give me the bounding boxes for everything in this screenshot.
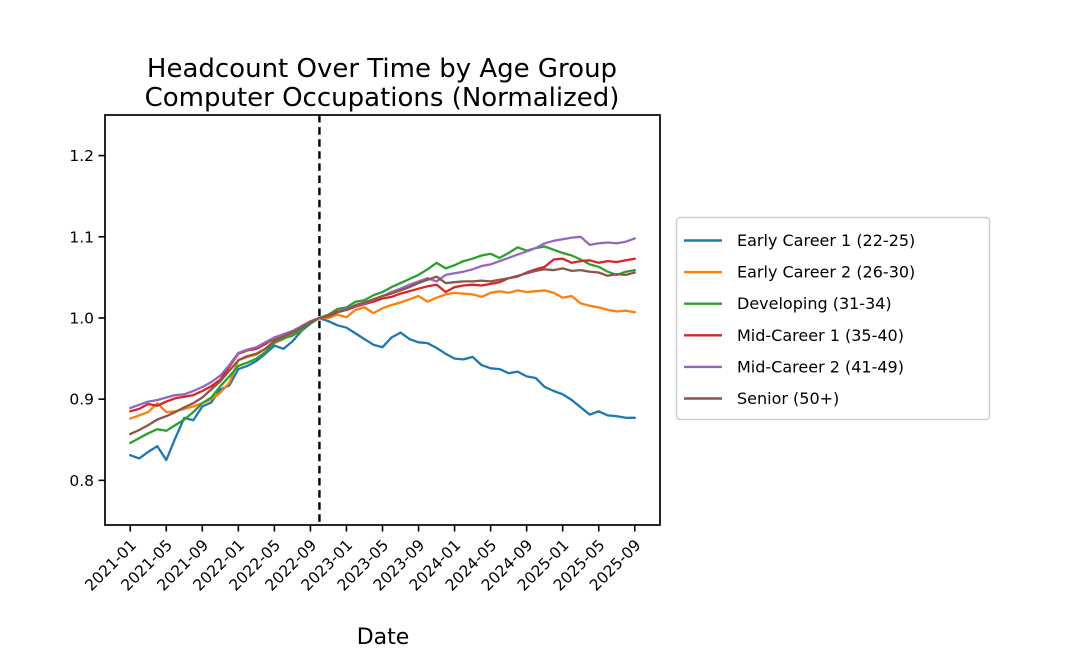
y-tick-label: 0.8 bbox=[69, 472, 94, 490]
series-line-mid-career-1-35-40 bbox=[129, 257, 636, 413]
legend-label-developing-31-34: Developing (31-34) bbox=[737, 294, 892, 313]
legend-label-early-career-2-26-30: Early Career 2 (26-30) bbox=[737, 263, 915, 282]
y-tick-label: 1.1 bbox=[69, 228, 94, 246]
y-tick-label: 0.9 bbox=[69, 391, 94, 409]
legend-box bbox=[675, 216, 991, 421]
legend-label-senior-50: Senior (50+) bbox=[737, 389, 839, 408]
chart-title-line2: Computer Occupations (Normalized) bbox=[145, 83, 620, 113]
series-line-senior-50 bbox=[129, 267, 636, 436]
legend-label-early-career-1-22-25: Early Career 1 (22-25) bbox=[737, 231, 915, 250]
x-axis-label: Date bbox=[357, 625, 410, 650]
legend-label-mid-career-1-35-40: Mid-Career 1 (35-40) bbox=[737, 326, 904, 345]
series-line-mid-career-2-41-49 bbox=[129, 235, 636, 410]
legend-label-mid-career-2-41-49: Mid-Career 2 (41-49) bbox=[737, 357, 904, 376]
plot-area bbox=[104, 114, 661, 526]
series-line-developing-31-34 bbox=[129, 245, 636, 445]
series-line-early-career-2-26-30 bbox=[129, 289, 636, 420]
y-tick-label: 1.0 bbox=[69, 309, 94, 327]
chart-title-line1: Headcount Over Time by Age Group bbox=[147, 54, 617, 84]
y-tick-label: 1.2 bbox=[69, 147, 94, 165]
plot-layer: 0.80.91.01.11.22021-012021-052021-092022… bbox=[69, 114, 991, 595]
